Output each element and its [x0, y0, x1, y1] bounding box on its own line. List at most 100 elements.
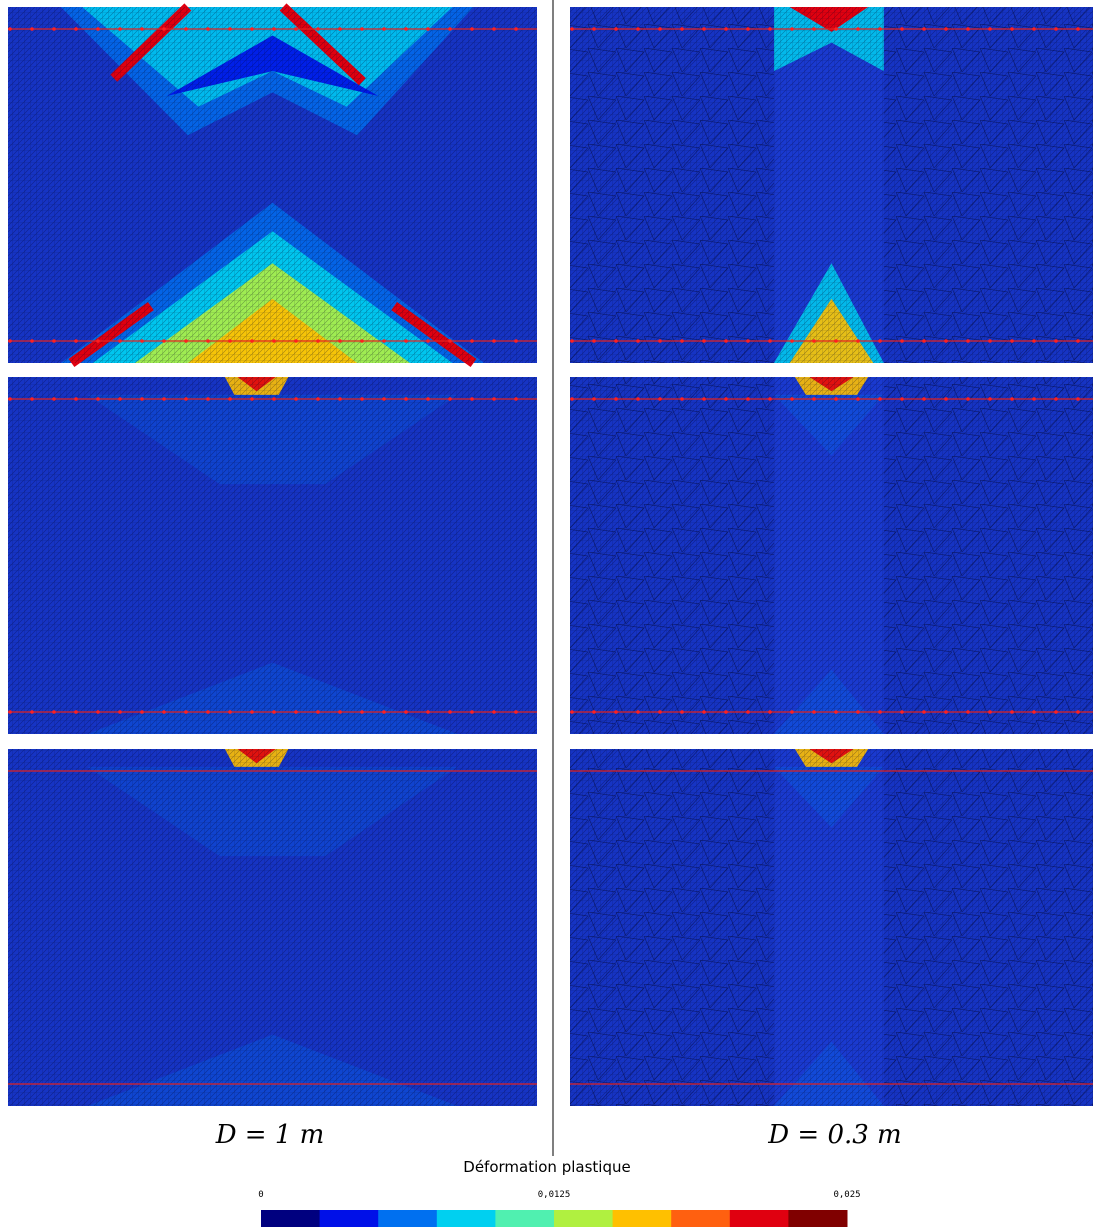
panel-label: D = 1 m	[215, 1120, 325, 1150]
node	[1054, 397, 1058, 401]
node	[834, 339, 838, 343]
colorbar-title: Déformation plastique	[463, 1158, 630, 1176]
node	[272, 397, 276, 401]
node	[812, 339, 816, 343]
node	[570, 339, 574, 343]
colorbar-bin	[319, 1210, 379, 1227]
node	[768, 339, 772, 343]
node	[8, 339, 12, 343]
node	[1032, 397, 1036, 401]
node	[470, 397, 474, 401]
node	[294, 710, 298, 714]
node	[470, 710, 474, 714]
node	[272, 339, 276, 343]
mesh	[8, 377, 537, 734]
node	[382, 397, 386, 401]
node	[1076, 710, 1080, 714]
node	[900, 710, 904, 714]
node	[922, 397, 926, 401]
node	[382, 710, 386, 714]
node	[966, 710, 970, 714]
node	[658, 397, 662, 401]
node	[338, 710, 342, 714]
node	[316, 710, 320, 714]
node	[768, 27, 772, 31]
node	[636, 27, 640, 31]
node	[294, 27, 298, 31]
node	[140, 27, 144, 31]
node	[52, 397, 56, 401]
node	[1054, 710, 1058, 714]
panel-label: D = 0.3 m	[767, 1120, 901, 1150]
node	[680, 339, 684, 343]
node	[118, 397, 122, 401]
node	[360, 27, 364, 31]
colorbar-bin	[495, 1210, 555, 1227]
node	[338, 397, 342, 401]
node	[922, 27, 926, 31]
node	[184, 710, 188, 714]
node	[426, 339, 430, 343]
node	[614, 397, 618, 401]
node	[206, 710, 210, 714]
node	[404, 27, 408, 31]
node	[316, 27, 320, 31]
node	[8, 397, 12, 401]
mesh	[570, 377, 1093, 734]
node	[724, 397, 728, 401]
node	[74, 27, 78, 31]
node	[702, 27, 706, 31]
node	[812, 710, 816, 714]
node	[944, 710, 948, 714]
node	[1010, 27, 1014, 31]
node	[614, 339, 618, 343]
colorbar-bin	[378, 1210, 438, 1227]
node	[316, 339, 320, 343]
node	[746, 710, 750, 714]
node	[900, 27, 904, 31]
node	[162, 397, 166, 401]
node	[1032, 339, 1036, 343]
colorbar-tick-label: 0,025	[833, 1190, 860, 1200]
node	[988, 27, 992, 31]
colorbar-bin	[729, 1210, 789, 1227]
node	[1076, 27, 1080, 31]
node	[1076, 397, 1080, 401]
node	[702, 397, 706, 401]
node	[338, 27, 342, 31]
node	[30, 710, 34, 714]
node	[74, 710, 78, 714]
node	[812, 397, 816, 401]
node	[294, 397, 298, 401]
node	[250, 397, 254, 401]
node	[360, 397, 364, 401]
node	[74, 397, 78, 401]
node	[30, 339, 34, 343]
node	[658, 710, 662, 714]
node	[404, 710, 408, 714]
node	[944, 397, 948, 401]
node	[96, 27, 100, 31]
node	[162, 339, 166, 343]
node	[52, 27, 56, 31]
node	[228, 710, 232, 714]
node	[636, 397, 640, 401]
node	[206, 397, 210, 401]
node	[1010, 397, 1014, 401]
node	[988, 397, 992, 401]
node	[140, 397, 144, 401]
node	[96, 339, 100, 343]
node	[492, 339, 496, 343]
node	[1054, 339, 1058, 343]
node	[944, 339, 948, 343]
node	[1032, 710, 1036, 714]
node	[184, 339, 188, 343]
node	[790, 339, 794, 343]
node	[250, 339, 254, 343]
node	[404, 397, 408, 401]
node	[338, 339, 342, 343]
node	[592, 27, 596, 31]
node	[294, 339, 298, 343]
node	[790, 397, 794, 401]
node	[592, 710, 596, 714]
